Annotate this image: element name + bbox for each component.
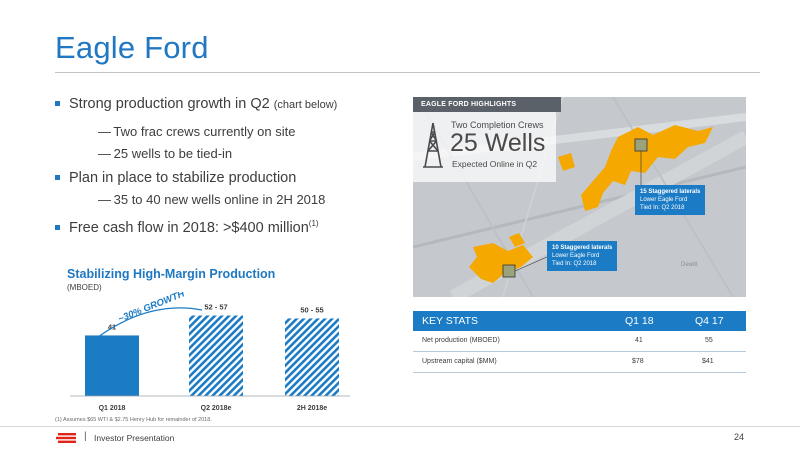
page-number: 24	[734, 432, 745, 442]
crews-label: Two Completion Crews	[451, 120, 544, 130]
bullet-cash-flow: Free cash flow in 2018: >$400 million(1)	[55, 219, 319, 236]
sub-bullet-text: 25 wells to be tied-in	[113, 146, 233, 161]
chart-units: (MBOED)	[67, 283, 102, 292]
cell-q4-17: 55	[705, 337, 713, 344]
bullet-text: Strong production growth in Q2	[69, 96, 270, 112]
header-label: KEY STATS	[422, 315, 479, 327]
data-label: 41	[108, 322, 116, 331]
well-pad-marker	[502, 264, 516, 278]
sub-bullet-dash: —	[98, 146, 111, 161]
bullet-text: Free cash flow in 2018: >$400 million	[69, 219, 309, 236]
company-logo-icon	[56, 433, 76, 443]
key-stats-header: KEY STATS Q1 18 Q4 17	[413, 311, 746, 331]
callout-line: Tied In: Q2 2018	[552, 261, 597, 267]
callout-line: Lower Eagle Ford	[552, 253, 600, 259]
sub-bullet-dash: —	[98, 192, 111, 207]
title-divider	[55, 72, 760, 73]
bullet-marker	[55, 100, 60, 106]
production-bar-chart: 41 52 - 57 50 - 55 Q1 2018 Q2 2018e 2H 2018e…	[70, 292, 350, 412]
bar-q2-2018e	[189, 315, 243, 396]
callout-15-laterals: 15 Staggered laterals Lower Eagle Ford T…	[635, 185, 706, 215]
county-label: Dewitt	[681, 262, 698, 268]
bullet-marker	[55, 224, 60, 230]
growth-arrow	[97, 307, 203, 338]
cell-q1-18: $78	[632, 358, 644, 365]
bullet-stabilize: Plan in place to stabilize production	[55, 170, 296, 186]
bullet-production: Strong production growth in Q2 (chart be…	[55, 96, 337, 112]
sub-bullet: — 25 wells to be tied-in	[98, 146, 232, 161]
footer-text: Investor Presentation	[94, 433, 175, 443]
row-label: Upstream capital ($MM)	[422, 358, 497, 365]
sub-bullet: — 35 to 40 new wells online in 2H 2018	[98, 192, 325, 207]
bullet-text: Plan in place to stabilize production	[69, 170, 297, 186]
data-label: 50 - 55	[300, 305, 323, 314]
callout-10-laterals: 10 Staggered laterals Lower Eagle Ford T…	[547, 241, 618, 271]
wells-subtitle: Expected Online in Q2	[452, 159, 538, 169]
sub-bullet-text: Two frac crews currently on site	[113, 124, 296, 139]
bullet-note: (chart below)	[273, 99, 338, 111]
x-tick-label: 2H 2018e	[297, 405, 327, 412]
footer-divider	[0, 426, 800, 427]
footnote: (1) Assumes $65 WTI & $2.75 Henry Hub fo…	[55, 417, 212, 423]
well-pad-marker	[634, 138, 648, 152]
data-label: 52 - 57	[204, 303, 227, 312]
key-stats-table: KEY STATS Q1 18 Q4 17 Net production (MB…	[413, 311, 746, 373]
x-tick-label: Q2 2018e	[201, 405, 232, 412]
callout-line: Lower Eagle Ford	[640, 197, 688, 203]
eagle-ford-map: EAGLE FORD HIGHLIGHTS Two Completion Cre…	[413, 97, 746, 297]
chart-title: Stabilizing High-Margin Production	[67, 267, 276, 281]
footnote-ref: (1)	[308, 219, 319, 228]
callout-title: 10 Staggered laterals	[552, 245, 613, 251]
sub-bullet: — Two frac crews currently on site	[98, 124, 295, 139]
x-tick-label: Q1 2018	[99, 405, 126, 412]
cell-q1-18: 41	[635, 337, 643, 344]
table-row: Upstream capital ($MM) $78 $41	[413, 352, 746, 373]
header-q4-17: Q4 17	[695, 315, 724, 327]
oil-derrick-icon	[423, 122, 443, 168]
footer-separator: |	[84, 431, 87, 442]
callout-title: 15 Staggered laterals	[640, 189, 701, 195]
header-q1-18: Q1 18	[625, 315, 654, 327]
page-title: Eagle Ford	[55, 30, 209, 65]
row-label: Net production (MBOED)	[422, 337, 500, 344]
wells-count: 25 Wells	[450, 129, 546, 157]
map-header: EAGLE FORD HIGHLIGHTS	[413, 97, 561, 112]
sub-bullet-dash: —	[98, 124, 111, 139]
bullet-marker	[55, 174, 60, 180]
sub-bullet-text: 35 to 40 new wells online in 2H 2018	[113, 192, 326, 207]
callout-line: Tied In: Q2 2018	[640, 205, 685, 211]
table-row: Net production (MBOED) 41 55	[413, 331, 746, 352]
bar-2h-2018e	[285, 318, 339, 396]
cell-q4-17: $41	[702, 358, 714, 365]
bar-q1-2018	[85, 335, 139, 396]
